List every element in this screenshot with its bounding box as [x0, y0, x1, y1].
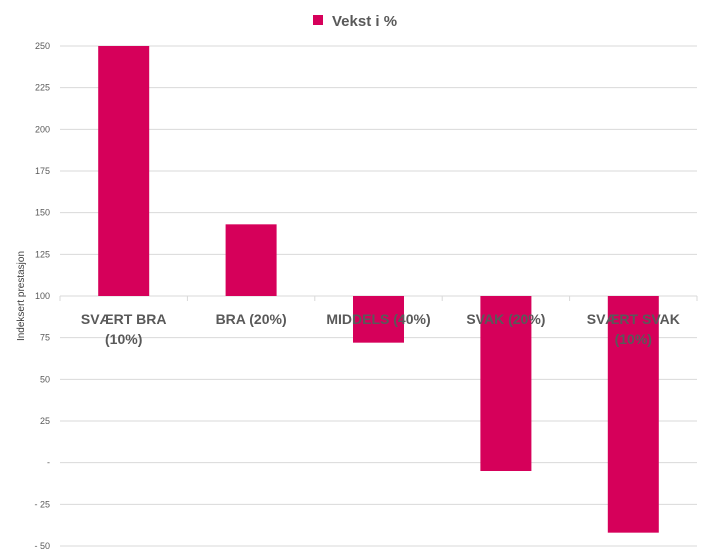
- category-label: SVAK (20%): [466, 311, 545, 327]
- category-label: MIDDELS (40%): [326, 311, 430, 327]
- y-tick-label: 25: [40, 416, 50, 426]
- y-tick-label: 250: [35, 41, 50, 51]
- y-tick-label: 50: [40, 374, 50, 384]
- category-label: BRA (20%): [216, 311, 287, 327]
- y-tick-label: - 50: [34, 541, 50, 551]
- y-axis-title: Indeksert prestasjon: [16, 251, 27, 341]
- category-labels: SVÆRT BRA (10%) BRA (20%) MIDDELS (40%) SVAK…: [81, 311, 680, 347]
- y-tick-label: -: [47, 458, 50, 468]
- bar: [353, 296, 404, 343]
- y-tick-label: 75: [40, 333, 50, 343]
- bar: [225, 224, 277, 296]
- bars: [98, 46, 659, 533]
- legend-swatch: [313, 15, 323, 25]
- y-tick-label: 100: [35, 291, 50, 301]
- legend-label: Vekst i %: [332, 13, 397, 30]
- y-tick-label: - 25: [34, 499, 50, 509]
- y-tick-label: 225: [35, 83, 50, 93]
- bar: [98, 46, 150, 296]
- y-tick-label: 200: [35, 124, 50, 134]
- category-label: SVÆRT SVAK (10%): [587, 311, 680, 347]
- bar: [607, 296, 659, 533]
- category-label: SVÆRT BRA (10%): [81, 311, 167, 347]
- bar: [480, 296, 532, 471]
- y-tick-label: 125: [35, 249, 50, 259]
- gridlines: [59, 45, 698, 547]
- legend: Vekst i %: [313, 13, 397, 30]
- y-axis-ticks: 250 225 200 175 150 125 100 75 50 25 - - 25 - 50: [34, 41, 50, 551]
- y-tick-label: 175: [35, 166, 50, 176]
- y-tick-label: 150: [35, 208, 50, 218]
